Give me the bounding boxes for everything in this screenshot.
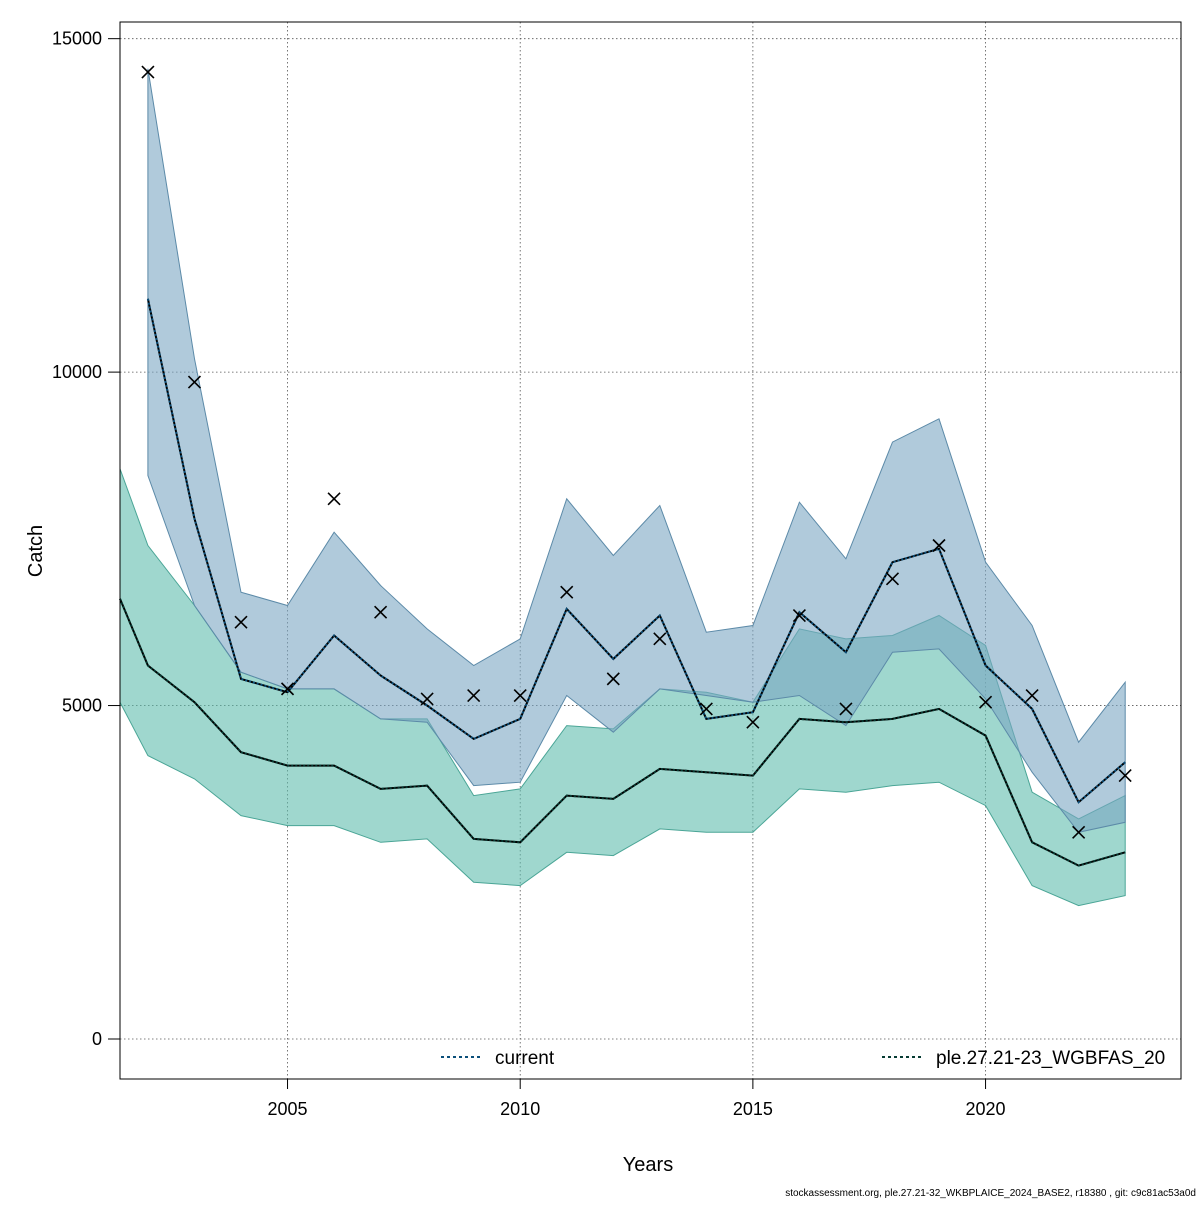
legend-label-current: current <box>495 1048 555 1069</box>
observed-point-stroke <box>653 632 667 646</box>
observed-point-stroke <box>606 672 620 686</box>
series-line-current <box>146 298 1126 804</box>
observed-point-stroke <box>327 492 341 506</box>
observed-point <box>374 605 388 619</box>
observed-point <box>699 702 713 716</box>
observed-point <box>653 632 667 646</box>
y-tick-label: 5000 <box>62 696 102 716</box>
observed-point-stroke <box>187 375 202 389</box>
x-tick-label: 2005 <box>268 1099 308 1119</box>
observed-point <box>606 672 620 686</box>
marker-layer <box>141 65 1132 839</box>
observed-point <box>513 688 527 703</box>
tick-layer: 2005 2010 2015 2020 0 5000 10000 15000 <box>52 29 1006 1119</box>
legend: current ple.27.21-23_WGBFAS_20 <box>441 1048 1165 1069</box>
series-line-reference <box>119 598 1126 867</box>
observed-point-stroke <box>792 608 806 623</box>
observed-point-stroke <box>420 692 434 706</box>
observed-point <box>141 65 155 79</box>
observed-point-stroke <box>1072 825 1086 839</box>
observed-point <box>420 692 434 706</box>
observed-point-stroke <box>839 702 853 716</box>
observed-point <box>978 695 993 709</box>
x-tick-label: 2015 <box>733 1099 773 1119</box>
observed-point <box>187 375 202 389</box>
observed-point-stroke <box>699 702 713 716</box>
y-axis-title: Catch <box>25 525 47 577</box>
observed-point-stroke <box>513 688 527 703</box>
band-layer <box>119 68 1126 907</box>
observed-point <box>792 608 806 623</box>
observed-point-stroke <box>1025 688 1039 703</box>
observed-point <box>234 615 248 629</box>
observed-point <box>839 702 853 716</box>
observed-point <box>327 492 341 506</box>
observed-point-stroke <box>467 688 481 703</box>
x-tick-label: 2020 <box>966 1099 1006 1119</box>
observed-point <box>1025 688 1039 703</box>
legend-label-reference: ple.27.21-23_WGBFAS_20 <box>936 1048 1165 1069</box>
confidence-band-current <box>147 68 1126 833</box>
y-tick-label: 0 <box>92 1029 102 1049</box>
y-tick-label: 15000 <box>52 29 102 49</box>
observed-point-stroke <box>280 682 295 696</box>
observed-point-stroke <box>141 65 155 79</box>
observed-point <box>280 682 295 696</box>
observed-point <box>746 715 760 729</box>
observed-point-stroke <box>234 615 248 629</box>
observed-point-stroke <box>978 695 993 709</box>
observed-point <box>885 572 900 586</box>
plot-frame <box>119 21 1182 1080</box>
observed-point <box>467 688 481 703</box>
x-tick-label: 2010 <box>500 1099 540 1119</box>
observed-point-stroke <box>374 605 388 619</box>
observed-point <box>1072 825 1086 839</box>
observed-point-stroke <box>1118 769 1132 783</box>
footer-text: stockassessment.org, ple.27.21-32_WKBPLA… <box>785 1188 1196 1199</box>
observed-point-stroke <box>885 572 900 586</box>
x-axis-title: Years <box>623 1154 673 1176</box>
observed-point <box>932 538 946 553</box>
y-tick-label: 10000 <box>52 362 102 382</box>
observed-point-stroke <box>746 715 760 729</box>
observed-point-stroke <box>560 585 574 599</box>
observed-point-stroke <box>932 538 946 553</box>
observed-point <box>1118 769 1132 783</box>
observed-point <box>560 585 574 599</box>
line-layer <box>119 298 1126 867</box>
confidence-band-reference <box>119 468 1126 907</box>
